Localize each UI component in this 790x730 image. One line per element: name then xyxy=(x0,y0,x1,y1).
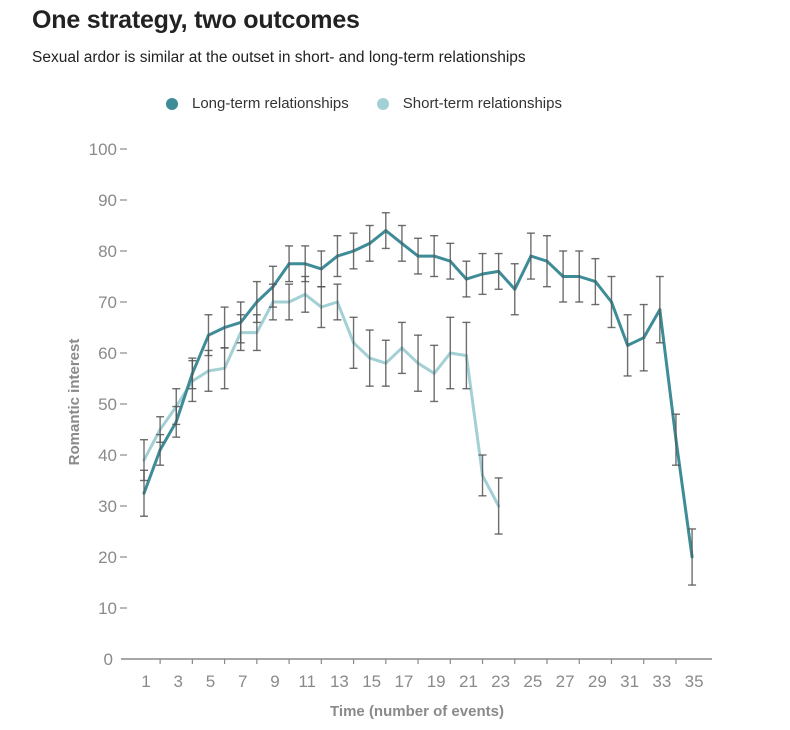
error-bar-long-term xyxy=(607,275,616,329)
error-bar-short-term xyxy=(188,359,197,403)
error-bar-long-term xyxy=(575,250,584,303)
x-tick-label: 35 xyxy=(685,672,704,691)
y-axis-title: Romantic interest xyxy=(66,339,83,466)
x-axis-title: Time (number of events) xyxy=(330,703,504,720)
error-bar-long-term xyxy=(543,234,551,288)
error-bar-long-term xyxy=(333,234,342,278)
x-tick-label: 9 xyxy=(270,672,279,691)
error-bar-long-term xyxy=(494,252,503,290)
y-tick-label: 70 xyxy=(98,293,117,312)
error-bar-short-term xyxy=(446,316,455,390)
x-tick-label: 19 xyxy=(427,672,446,691)
x-tick-label: 3 xyxy=(174,672,183,691)
y-tick-label: 30 xyxy=(98,497,117,516)
error-bar-short-term xyxy=(204,349,213,392)
error-bar-long-term xyxy=(414,237,423,275)
error-bar-long-term xyxy=(671,413,680,466)
legend: Long-term relationships Short-term relat… xyxy=(166,95,590,112)
y-tick-label: 50 xyxy=(98,395,117,414)
legend-dot-long-term-icon xyxy=(166,97,178,110)
x-tick-label: 29 xyxy=(588,672,607,691)
error-bar-long-term xyxy=(591,257,600,306)
error-bar-short-term xyxy=(349,316,358,369)
y-tick-label: 20 xyxy=(98,548,117,567)
y-tick-label: 60 xyxy=(98,344,117,363)
chart-title: One strategy, two outcomes xyxy=(32,6,360,34)
error-bar-short-term xyxy=(220,347,229,390)
error-bar-long-term xyxy=(639,303,648,372)
error-bar-long-term xyxy=(365,224,374,262)
x-tick-label: 17 xyxy=(394,672,413,691)
legend-label-long-term: Long-term relationships xyxy=(192,95,349,112)
x-tick-label: 33 xyxy=(652,672,671,691)
error-bar-short-term xyxy=(397,321,406,375)
error-bar-long-term xyxy=(510,263,519,316)
error-bar-short-term xyxy=(268,283,277,321)
error-bar-short-term xyxy=(462,321,471,390)
x-tick-label: 23 xyxy=(491,672,510,691)
error-bar-short-term xyxy=(381,339,390,387)
legend-dot-short-term-icon xyxy=(376,97,389,110)
y-tick-label: 0 xyxy=(104,650,113,669)
error-bar-long-term xyxy=(462,260,471,298)
error-bar-short-term xyxy=(414,334,423,392)
error-bar-long-term xyxy=(430,234,439,278)
error-bar-long-term xyxy=(397,224,406,262)
x-tick-label: 21 xyxy=(459,672,478,691)
legend-item-short-term: Short-term relationships xyxy=(376,95,562,112)
x-tick-label: 5 xyxy=(206,672,215,691)
x-tick-label: 31 xyxy=(620,672,639,691)
error-bar-short-term xyxy=(317,286,326,329)
error-bar-short-term xyxy=(365,329,374,387)
error-bar-short-term xyxy=(140,439,148,482)
x-tick-label: 25 xyxy=(523,672,542,691)
y-tick-label: 90 xyxy=(98,191,117,210)
error-bar-short-term xyxy=(430,344,439,403)
x-tick-label: 7 xyxy=(238,672,247,691)
error-bar-short-term xyxy=(494,477,503,535)
error-bar-long-term xyxy=(349,232,358,270)
legend-item-long-term: Long-term relationships xyxy=(166,95,349,112)
error-bar-long-term xyxy=(688,528,697,586)
error-bar-short-term xyxy=(172,388,181,426)
error-bar-long-term xyxy=(446,242,455,280)
error-bar-short-term xyxy=(301,275,310,313)
x-tick-label: 15 xyxy=(362,672,381,691)
error-bar-long-term xyxy=(381,212,390,250)
series-line-long-term xyxy=(142,229,694,558)
x-tick-label: 27 xyxy=(556,672,575,691)
y-tick-label: 100 xyxy=(89,140,117,159)
error-bar-long-term xyxy=(655,275,664,344)
x-tick-label: 1 xyxy=(141,672,150,691)
error-bar-short-term xyxy=(478,454,487,497)
y-tick-label: 40 xyxy=(98,446,117,465)
error-bars-layer xyxy=(140,212,697,586)
y-tick-label: 10 xyxy=(98,599,117,618)
chart-subtitle: Sexual ardor is similar at the outset in… xyxy=(32,49,526,66)
error-bar-short-term xyxy=(252,314,261,352)
error-bar-long-term xyxy=(526,232,535,280)
error-bar-short-term xyxy=(236,314,245,352)
error-bar-short-term xyxy=(285,283,294,321)
error-bar-long-term xyxy=(478,252,487,296)
error-bar-long-term xyxy=(285,245,294,283)
axes: 1 3 5 7 9 11 13 15 17 19 21 23 25 27 29 31 33 35010203040… xyxy=(89,140,712,691)
error-bar-long-term xyxy=(623,314,632,377)
y-tick-label: 80 xyxy=(98,242,117,261)
x-tick-label: 13 xyxy=(330,672,349,691)
error-bar-short-term xyxy=(333,283,342,321)
x-tick-label: 11 xyxy=(298,672,316,691)
error-bar-short-term xyxy=(156,416,165,443)
error-bar-long-term xyxy=(559,250,568,303)
legend-label-short-term: Short-term relationships xyxy=(402,95,562,112)
